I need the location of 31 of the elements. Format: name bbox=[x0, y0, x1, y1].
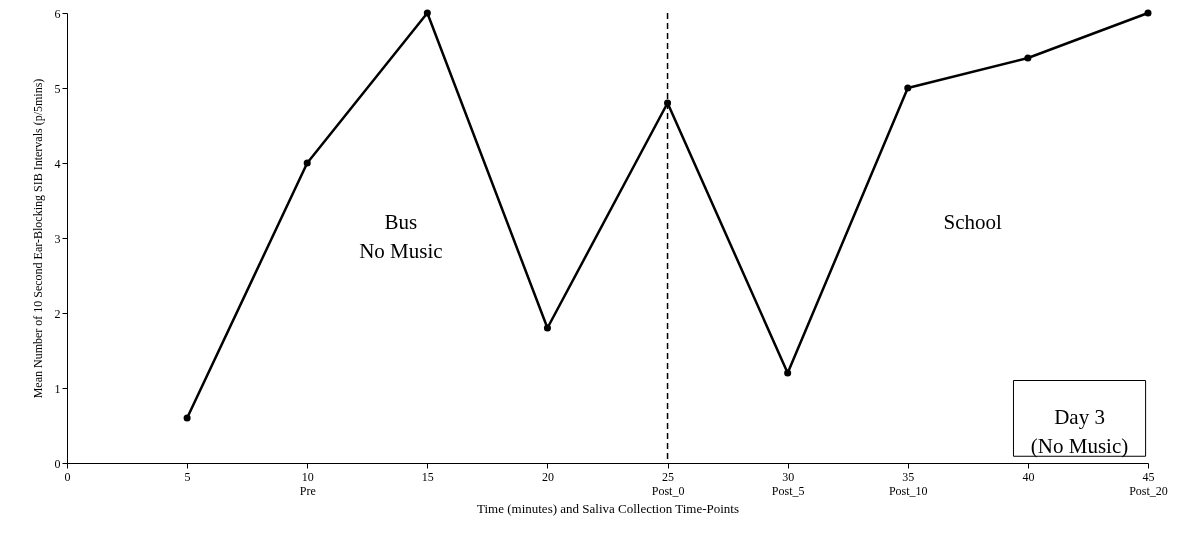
y-tick-label: 5 bbox=[54, 81, 61, 96]
x-tick-label: 20 bbox=[541, 469, 554, 484]
x-axis-title: Time (minutes) and Saliva Collection Time-Points bbox=[476, 500, 740, 516]
y-tick-label: 0 bbox=[54, 456, 61, 471]
point bbox=[904, 84, 912, 92]
x-tick-label: 40 bbox=[1022, 469, 1035, 484]
y-tick-label: 2 bbox=[54, 306, 61, 321]
point bbox=[183, 414, 191, 422]
x-tick-label: 0 bbox=[64, 469, 71, 484]
point bbox=[1024, 54, 1032, 62]
point bbox=[664, 99, 672, 107]
x-tick-label: 10 Pre bbox=[299, 469, 316, 498]
x-tick-label: 30 Post_5 bbox=[771, 469, 805, 498]
y-axis-title: Mean Number of 10 Second Ear-Blocking SIB Intervals (p/5mins) bbox=[30, 78, 45, 399]
point bbox=[303, 159, 311, 167]
point bbox=[784, 369, 792, 377]
annotation: Day 3 (No Music) bbox=[1030, 405, 1129, 458]
y-tick-label: 1 bbox=[54, 381, 61, 396]
x-tick-label: 15 bbox=[421, 469, 434, 484]
x-tick-label: 5 bbox=[184, 469, 191, 484]
y-tick-label: 3 bbox=[54, 231, 61, 246]
y-tick-label: 4 bbox=[54, 156, 61, 171]
x-tick-label: 25 Post_0 bbox=[651, 469, 685, 498]
annotation: Bus No Music bbox=[359, 210, 443, 263]
point bbox=[423, 9, 431, 17]
x-tick-label: 35 Post_10 bbox=[888, 469, 928, 498]
x-tick-label: 45 Post_20 bbox=[1129, 469, 1168, 498]
point bbox=[1144, 9, 1152, 17]
annotation: School bbox=[943, 210, 1002, 234]
point bbox=[543, 324, 551, 332]
y-tick-label: 6 bbox=[54, 6, 61, 21]
